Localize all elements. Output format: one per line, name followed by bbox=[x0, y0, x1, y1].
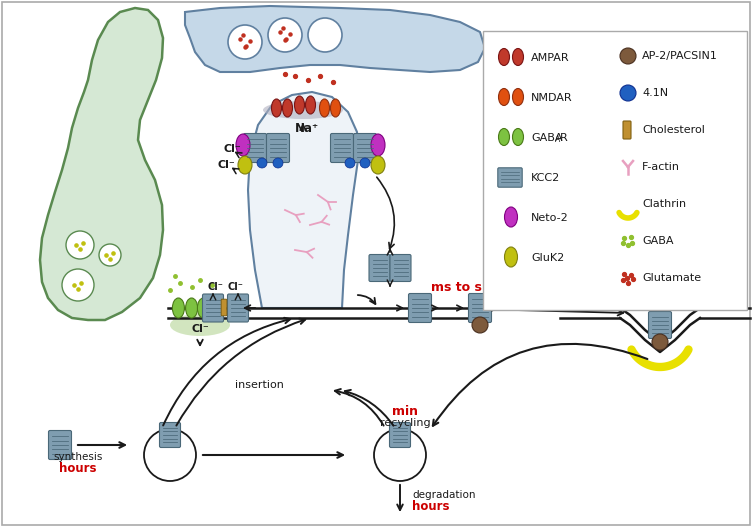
FancyBboxPatch shape bbox=[159, 423, 180, 447]
Circle shape bbox=[257, 158, 267, 168]
Ellipse shape bbox=[330, 99, 341, 117]
Circle shape bbox=[228, 25, 262, 59]
FancyBboxPatch shape bbox=[202, 294, 223, 322]
Text: NMDAR: NMDAR bbox=[531, 93, 572, 103]
FancyBboxPatch shape bbox=[369, 255, 390, 281]
Text: Glutamate: Glutamate bbox=[642, 273, 701, 283]
Ellipse shape bbox=[513, 48, 523, 65]
Circle shape bbox=[144, 429, 196, 481]
Text: GABA: GABA bbox=[531, 133, 562, 143]
FancyBboxPatch shape bbox=[468, 294, 492, 323]
Text: Cl⁻: Cl⁻ bbox=[218, 160, 235, 170]
Circle shape bbox=[652, 334, 668, 350]
Circle shape bbox=[66, 231, 94, 259]
Ellipse shape bbox=[505, 207, 517, 227]
Ellipse shape bbox=[172, 298, 184, 318]
Circle shape bbox=[273, 158, 283, 168]
Text: F-actin: F-actin bbox=[642, 162, 680, 172]
Ellipse shape bbox=[295, 96, 305, 114]
FancyBboxPatch shape bbox=[330, 133, 353, 162]
Text: Cl⁻: Cl⁻ bbox=[207, 282, 223, 292]
FancyBboxPatch shape bbox=[228, 294, 248, 322]
Circle shape bbox=[99, 244, 121, 266]
Ellipse shape bbox=[513, 129, 523, 145]
Ellipse shape bbox=[371, 156, 385, 174]
Text: GluK2: GluK2 bbox=[531, 253, 564, 263]
FancyBboxPatch shape bbox=[266, 133, 290, 162]
Text: AMPAR: AMPAR bbox=[531, 53, 569, 63]
FancyBboxPatch shape bbox=[353, 133, 377, 162]
Polygon shape bbox=[248, 92, 358, 308]
Ellipse shape bbox=[499, 89, 510, 105]
FancyBboxPatch shape bbox=[623, 121, 631, 139]
Text: ms to s: ms to s bbox=[431, 281, 481, 294]
Circle shape bbox=[62, 269, 94, 301]
Text: Cholesterol: Cholesterol bbox=[642, 125, 705, 135]
Polygon shape bbox=[40, 8, 163, 320]
Ellipse shape bbox=[505, 247, 517, 267]
Text: Clathrin: Clathrin bbox=[642, 199, 686, 209]
Circle shape bbox=[345, 158, 355, 168]
Text: Na⁺: Na⁺ bbox=[295, 122, 319, 135]
Ellipse shape bbox=[263, 101, 343, 119]
FancyBboxPatch shape bbox=[483, 31, 747, 310]
Circle shape bbox=[620, 48, 636, 64]
Ellipse shape bbox=[499, 48, 510, 65]
Polygon shape bbox=[185, 6, 485, 72]
Ellipse shape bbox=[271, 99, 281, 117]
Ellipse shape bbox=[211, 298, 223, 318]
FancyBboxPatch shape bbox=[408, 294, 432, 323]
Ellipse shape bbox=[320, 99, 329, 117]
Text: Cl⁻: Cl⁻ bbox=[223, 144, 241, 154]
Circle shape bbox=[472, 317, 488, 333]
Ellipse shape bbox=[371, 134, 385, 156]
Circle shape bbox=[374, 429, 426, 481]
FancyBboxPatch shape bbox=[390, 255, 411, 281]
Circle shape bbox=[620, 85, 636, 101]
Text: synthesis: synthesis bbox=[53, 452, 103, 462]
Ellipse shape bbox=[283, 99, 293, 117]
Text: degradation: degradation bbox=[412, 490, 475, 500]
Text: Cl⁻: Cl⁻ bbox=[228, 282, 244, 292]
Text: 4.1N: 4.1N bbox=[642, 88, 668, 98]
Ellipse shape bbox=[238, 156, 252, 174]
FancyBboxPatch shape bbox=[48, 431, 71, 460]
FancyBboxPatch shape bbox=[390, 423, 411, 447]
Text: AP-2/PACSIN1: AP-2/PACSIN1 bbox=[642, 51, 718, 61]
FancyBboxPatch shape bbox=[498, 168, 522, 187]
Text: hours: hours bbox=[59, 462, 97, 475]
Ellipse shape bbox=[170, 314, 230, 336]
Ellipse shape bbox=[186, 298, 198, 318]
Text: hours: hours bbox=[412, 500, 450, 513]
Text: A: A bbox=[555, 135, 560, 144]
Circle shape bbox=[360, 158, 370, 168]
Ellipse shape bbox=[236, 134, 250, 156]
Ellipse shape bbox=[197, 298, 209, 318]
Text: Neto-2: Neto-2 bbox=[531, 213, 569, 223]
Circle shape bbox=[308, 18, 342, 52]
Ellipse shape bbox=[499, 129, 510, 145]
Ellipse shape bbox=[513, 89, 523, 105]
Text: GABA: GABA bbox=[642, 236, 674, 246]
FancyBboxPatch shape bbox=[648, 311, 672, 338]
Text: R: R bbox=[560, 133, 568, 143]
Text: recycling: recycling bbox=[380, 418, 430, 428]
Text: Cl⁻: Cl⁻ bbox=[192, 324, 210, 334]
Ellipse shape bbox=[305, 96, 316, 114]
Circle shape bbox=[268, 18, 302, 52]
FancyBboxPatch shape bbox=[244, 133, 266, 162]
Text: insertion: insertion bbox=[235, 380, 284, 390]
FancyBboxPatch shape bbox=[221, 299, 227, 316]
Text: KCC2: KCC2 bbox=[531, 173, 560, 183]
Text: min: min bbox=[392, 405, 418, 418]
